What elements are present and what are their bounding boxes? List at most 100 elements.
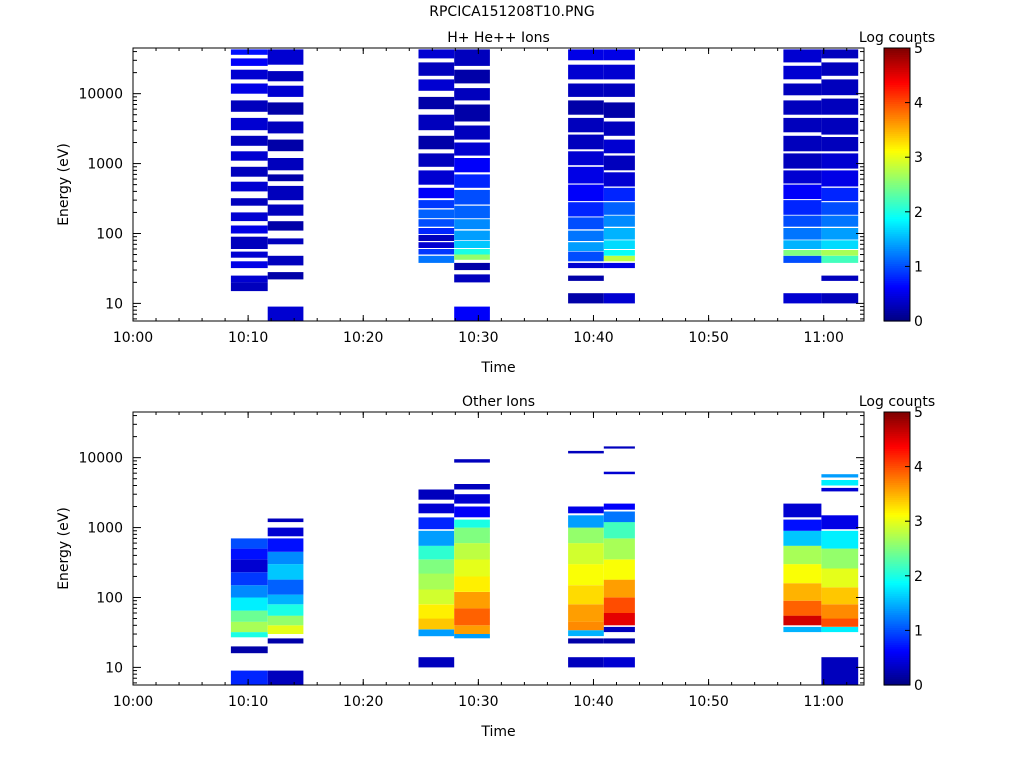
colorbar-segment xyxy=(884,627,910,631)
colorbar-segment xyxy=(884,603,910,607)
colorbar-segment xyxy=(884,62,910,66)
energy-bin xyxy=(603,471,635,475)
energy-bin xyxy=(418,604,455,619)
energy-bin xyxy=(267,625,304,634)
x-axis-label: Time xyxy=(480,360,515,376)
energy-bin xyxy=(603,293,635,304)
energy-bin xyxy=(568,117,604,133)
colorbar-segment xyxy=(884,154,910,158)
energy-bin xyxy=(568,564,604,586)
energy-bin xyxy=(603,613,635,626)
colorbar-segment xyxy=(884,165,910,169)
colorbar-segment xyxy=(884,539,910,543)
colorbar-segment xyxy=(884,235,910,239)
energy-bin xyxy=(568,543,604,565)
energy-bin xyxy=(230,117,268,131)
colorbar-segment xyxy=(884,173,910,177)
colorbar-segment xyxy=(884,520,910,524)
colorbar-segment xyxy=(884,88,910,92)
energy-bin xyxy=(568,506,604,514)
energy-bin xyxy=(568,657,604,668)
energy-bin xyxy=(568,166,604,184)
colorbar-segment xyxy=(884,586,910,590)
energy-bin xyxy=(418,489,455,500)
energy-bin xyxy=(230,69,268,80)
colorbar-segment xyxy=(884,280,910,284)
energy-bin xyxy=(603,240,635,249)
colorbar-segment xyxy=(884,674,910,678)
x-tick-label: 10:20 xyxy=(343,330,383,346)
energy-bin xyxy=(821,240,859,249)
energy-bin xyxy=(603,139,635,154)
colorbar-segment xyxy=(884,92,910,96)
energy-bin xyxy=(267,85,304,97)
energy-bin xyxy=(230,251,268,258)
colorbar-segment xyxy=(884,116,910,119)
colorbar-segment xyxy=(884,254,910,258)
colorbar-segment xyxy=(884,518,910,522)
colorbar-tick-label: 2 xyxy=(914,569,923,585)
x-tick-label: 10:10 xyxy=(228,330,268,346)
energy-bin xyxy=(568,450,604,454)
energy-bin xyxy=(821,530,859,549)
energy-bin xyxy=(418,170,455,185)
colorbar-segment xyxy=(884,505,910,509)
energy-bin xyxy=(783,564,822,584)
energy-bin xyxy=(454,576,490,592)
energy-bin xyxy=(454,519,490,528)
energy-bin xyxy=(603,121,635,136)
colorbar-segment xyxy=(884,501,910,505)
energy-bin xyxy=(568,585,604,605)
energy-bin xyxy=(267,638,304,644)
colorbar-segment xyxy=(884,653,910,656)
energy-bin xyxy=(603,597,635,613)
energy-bin xyxy=(603,538,635,560)
energy-bin xyxy=(267,139,304,152)
colorbar-segment xyxy=(884,48,910,51)
colorbar-tick-label: 5 xyxy=(914,405,923,421)
energy-bin xyxy=(418,559,455,574)
energy-bin xyxy=(783,215,822,227)
energy-bin xyxy=(603,102,635,118)
energy-bin xyxy=(267,527,304,537)
energy-bin xyxy=(418,589,455,605)
colorbar-segment xyxy=(884,495,910,498)
colorbar-segment xyxy=(884,465,910,469)
energy-bin xyxy=(603,228,635,240)
colorbar-segment xyxy=(884,657,910,660)
colorbar-segment xyxy=(884,107,910,111)
y-tick-label: 10000 xyxy=(78,87,123,103)
energy-bin xyxy=(267,615,304,626)
x-axis-label: Time xyxy=(480,724,515,740)
colorbar-segment xyxy=(884,250,910,254)
energy-bin xyxy=(454,219,490,230)
colorbar-tick-label: 4 xyxy=(914,96,923,112)
energy-bin xyxy=(230,597,268,611)
energy-bin xyxy=(454,543,490,560)
colorbar-segment xyxy=(884,488,910,492)
energy-bin xyxy=(267,238,304,245)
colorbar-segment xyxy=(884,71,910,75)
energy-bin xyxy=(821,293,859,304)
colorbar-segment xyxy=(884,131,910,134)
colorbar-segment xyxy=(884,678,910,682)
energy-bin xyxy=(603,446,635,449)
colorbar-segment xyxy=(884,86,910,90)
colorbar-segment xyxy=(884,584,910,588)
colorbar-segment xyxy=(884,239,910,243)
colorbar-segment xyxy=(884,510,910,513)
x-tick-label: 10:40 xyxy=(573,330,613,346)
energy-bin xyxy=(603,522,635,539)
colorbar-segment xyxy=(884,158,910,162)
colorbar-segment xyxy=(884,655,910,658)
energy-bin xyxy=(454,559,490,577)
energy-bin xyxy=(783,583,822,601)
colorbar-segment xyxy=(884,650,910,654)
energy-bin xyxy=(454,174,490,188)
colorbar-segment xyxy=(884,267,910,271)
colorbar-segment xyxy=(884,559,910,562)
colorbar-segment xyxy=(884,197,910,201)
energy-bin xyxy=(783,293,822,304)
energy-bin xyxy=(454,262,490,271)
energy-bin xyxy=(603,626,635,633)
